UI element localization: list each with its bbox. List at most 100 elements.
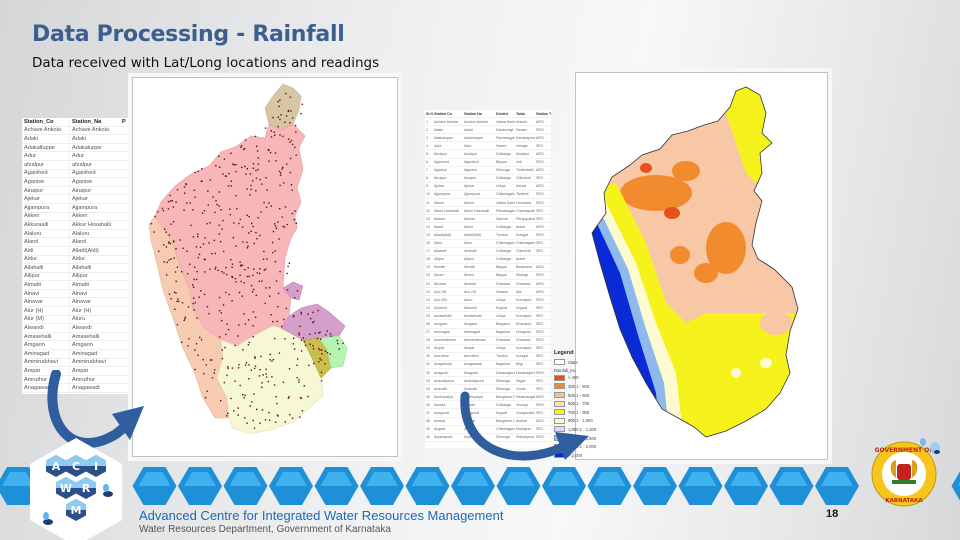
table-row: 8 Ainapur Ainapur Gulbarga Chincholi SRC [425, 175, 551, 183]
table-cell: Alur [516, 289, 523, 294]
legend-swatch [554, 409, 565, 416]
table-cell: Achave Ankola [434, 119, 458, 124]
table-cell: Anagodu [434, 370, 449, 375]
table-cell: Alwandi [434, 305, 447, 310]
table-cell: 10 [426, 192, 430, 197]
table-cell: Hungund [516, 330, 531, 335]
table-cell: Amgaon [24, 342, 45, 349]
table-cell: Akkuraalli [24, 221, 49, 228]
table-cell: Chikmagalur [516, 241, 535, 246]
table-cell: Akkeri [434, 200, 444, 205]
table-cell: Anekal [434, 419, 445, 424]
table-cell: Aland [69, 239, 121, 246]
table-cell: SRC [536, 313, 544, 318]
table-cell: Alur (H) [464, 289, 477, 294]
slide-subtitle: Data received with Lat/Long locations an… [32, 55, 380, 71]
table-cell: SRC [536, 411, 544, 416]
table-cell: Allipur [24, 273, 40, 280]
legend-item: 600.1 - 700 [554, 399, 606, 408]
table-cell: Allipur [69, 273, 121, 280]
table-row: Aminagad Aminagad [22, 350, 128, 359]
table-cell: Ajjampura [69, 204, 121, 211]
table-cell: Davanagere [516, 370, 535, 375]
table-cell: Aganise [434, 168, 447, 173]
table-cell: Dharwad [496, 338, 511, 343]
table-cell: ARG [536, 289, 544, 294]
table-cell: Kundapur [516, 297, 532, 302]
table-cell: Udupi [496, 346, 506, 351]
table-cell: Akkur Hosahalli [69, 221, 121, 228]
state-swatch [554, 359, 565, 366]
column-header: Station_Na [69, 118, 121, 125]
table-cell: Amasehalli [24, 333, 52, 340]
table-cell: Amruthur [24, 376, 48, 383]
table-row: Alnavar Alnavar [22, 298, 128, 308]
table-cell: Alaluru [24, 230, 42, 237]
table-cell: Aluru [69, 316, 121, 323]
table-row: 35 Anchepalya Anchepalya Bangalore RuralNel… [425, 393, 551, 402]
table-cell: Alnavar [24, 299, 43, 306]
table-cell: 16 [426, 241, 430, 246]
table-cell: 17 [426, 249, 430, 254]
table-cell: Davanagere [496, 370, 515, 375]
table-cell: Amminabhavi [434, 338, 456, 343]
table-cell: Aland [24, 239, 39, 246]
table-row: Ampar Ampar [22, 367, 128, 376]
legend-swatch [554, 400, 565, 407]
table-cell: 33 [426, 378, 430, 383]
table-row: Alnavi Alnavi [22, 290, 128, 299]
table-cell: 19 [426, 265, 430, 270]
table-cell: 40 [426, 435, 430, 440]
rainfall-surface [591, 86, 799, 438]
table-cell: 30 [426, 354, 430, 359]
svg-text:I: I [94, 460, 98, 473]
table-cell: 2 [426, 127, 428, 132]
table-row: Anagawadi Anagawadi [22, 384, 128, 393]
table-cell: 15 [426, 232, 430, 237]
table-cell: ARG [536, 265, 544, 270]
table-row: 31 Anagawadi Anagawadi Bagalkot Bilgi SRC [425, 361, 551, 369]
table-cell: Alaluru [464, 216, 476, 221]
table-cell: afzalpur [24, 161, 44, 168]
table-row: 32 Anagodu Anagodu Davanagere Davanagere SRG [425, 369, 551, 378]
table-cell: Sindagi [516, 273, 528, 278]
table-cell: Aldur [69, 256, 121, 263]
table-cell: Anandapura [434, 378, 454, 383]
table-cell: Aluru [464, 297, 473, 302]
table-cell: Alnavar [69, 299, 121, 306]
legend-label: 1,500.1 - 2,000 [568, 444, 597, 450]
table-row: 37 Anegundi Anegundi Koppal Gangavathi SRC [425, 409, 551, 418]
table-cell: 34 [426, 386, 430, 391]
curved-arrow-icon [460, 391, 589, 461]
table-cell: SRC [536, 427, 544, 432]
table-cell: Alaluru [69, 230, 121, 237]
table-cell: SRG [536, 200, 544, 205]
table-cell: Almatti [434, 265, 445, 270]
column-header: Station Co [434, 111, 452, 116]
table-cell: Uttara Kannada [496, 119, 515, 124]
table-cell: 11 [426, 200, 430, 205]
table-cell: 18 [426, 257, 430, 262]
table-cell: Anegundi [434, 411, 450, 416]
table-cell: Alaluru [434, 216, 446, 221]
table-cell: Aland [516, 224, 526, 229]
table-cell: Sedam [516, 127, 528, 132]
hexagon-band [0, 467, 960, 505]
table-row: Allahalli Allahalli [22, 264, 128, 273]
table-cell: Anekal [516, 419, 527, 424]
legend-label: 500.1 - 600 [568, 392, 590, 398]
legend-label: < 400 [568, 375, 579, 381]
table-cell: Honnavar [516, 200, 532, 205]
table-cell: Ajjampura [24, 204, 50, 211]
table-cell: Anagawadi [464, 362, 482, 367]
table-cell: Gulbarga [496, 257, 511, 262]
table-cell: Achave Ankola [464, 119, 488, 124]
table-cell: Adakaluppe [434, 135, 453, 140]
table-cell: Anchepalya [434, 394, 453, 399]
table-row: Aland Aland [22, 238, 128, 247]
legend-item: 500.1 - 600 [554, 391, 606, 400]
table-cell: Amasehalli [464, 313, 482, 318]
table-cell: ARG [536, 281, 544, 286]
table-cell: Afzalpur [434, 152, 448, 157]
table-cell: Amasehalli [69, 333, 121, 340]
